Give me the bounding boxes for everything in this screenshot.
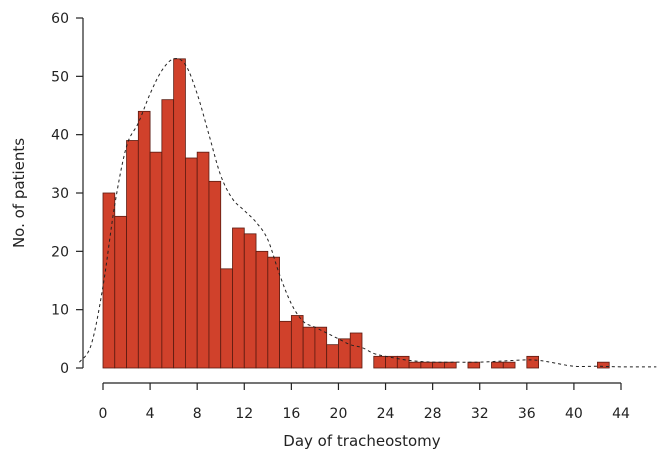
y-tick-label: 30	[51, 186, 69, 202]
bar-day-13	[255, 250, 269, 369]
bar-day-28	[432, 361, 445, 369]
bar-day-29	[444, 361, 457, 369]
bar-day-20	[338, 338, 351, 369]
density-curve	[79, 58, 657, 368]
bar-day-18	[314, 326, 328, 369]
bar-day-36	[526, 355, 539, 369]
bar-day-10	[220, 268, 233, 369]
bar-day-31	[467, 361, 481, 369]
bar-day-27	[420, 361, 434, 369]
bar-day-12	[243, 233, 257, 369]
y-axis-title: No. of patients	[10, 138, 28, 248]
y-tick-label: 0	[60, 361, 69, 377]
y-tick-label: 20	[51, 244, 69, 260]
x-tick-label: 20	[330, 406, 348, 422]
x-tick-label: 36	[518, 406, 536, 422]
bar-day-7	[185, 157, 198, 369]
bar-day-1	[114, 215, 127, 369]
bar-day-14	[267, 256, 280, 369]
bar-day-16	[290, 315, 304, 369]
bar-day-6	[173, 58, 186, 369]
bar-day-19	[326, 344, 339, 369]
x-tick-label: 4	[146, 406, 155, 422]
x-axis-title: Day of tracheostomy	[283, 432, 440, 450]
bar-day-26	[408, 361, 422, 369]
bar-day-42	[597, 361, 610, 369]
x-tick-label: 44	[612, 406, 630, 422]
bar-day-9	[208, 180, 222, 369]
bars-group	[102, 58, 610, 369]
bar-day-24	[385, 355, 398, 369]
x-tick-label: 8	[193, 406, 202, 422]
x-tick-label: 16	[282, 406, 300, 422]
y-tick-label: 60	[51, 11, 69, 27]
bar-day-2	[126, 140, 139, 369]
bar-day-21	[349, 332, 363, 369]
bar-day-4	[149, 151, 163, 369]
bar-day-11	[232, 227, 245, 369]
y-ticks-group: 0 10 20 30 40 50 60	[51, 11, 83, 377]
y-tick-label: 50	[51, 69, 69, 85]
bar-day-15	[279, 320, 292, 369]
x-tick-label: 0	[99, 406, 108, 422]
x-tick-label: 32	[471, 406, 489, 422]
bar-day-5	[161, 99, 175, 369]
x-tick-label: 24	[377, 406, 395, 422]
bar-day-33	[491, 361, 504, 369]
y-tick-label: 10	[51, 303, 69, 319]
y-tick-label: 40	[51, 128, 69, 144]
bar-day-3	[137, 110, 151, 369]
x-tick-label: 28	[424, 406, 442, 422]
bar-day-17	[302, 326, 316, 369]
x-ticks-group: 0 4 8 12 16 20 24 28 32 36 40 44	[99, 383, 630, 422]
x-tick-label: 40	[565, 406, 583, 422]
bar-day-0	[102, 192, 116, 369]
bar-day-23	[373, 355, 386, 369]
x-tick-label: 12	[235, 406, 253, 422]
bar-day-25	[396, 355, 410, 369]
bar-day-34	[502, 361, 516, 369]
bar-day-8	[196, 151, 210, 369]
